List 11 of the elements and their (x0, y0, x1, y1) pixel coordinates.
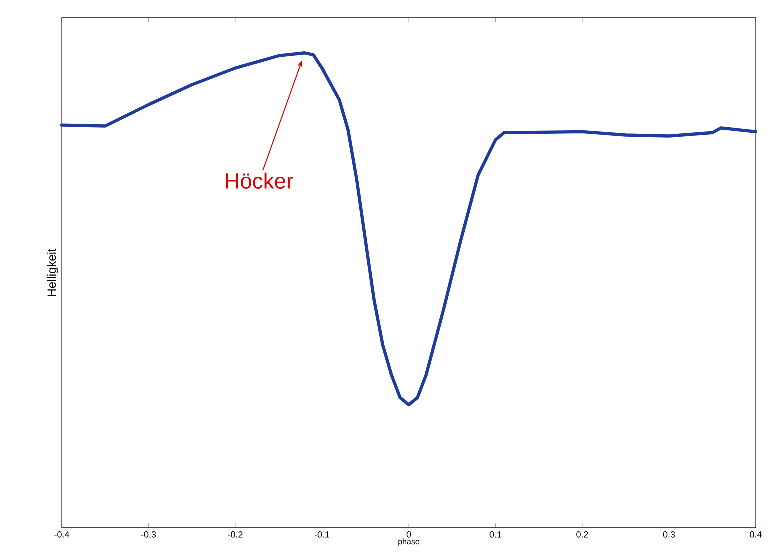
x-tick-label: -0.2 (228, 532, 243, 538)
x-tick-label: -0.1 (314, 532, 330, 538)
annotation: Höcker (226, 172, 294, 189)
y-axis-title: Helligkeit (47, 248, 58, 296)
x-tick-label: -0.4 (54, 532, 70, 538)
x-tick-label: 0.2 (576, 532, 588, 538)
x-tick-label: 0 (406, 532, 412, 538)
x-tick-label: 0.1 (490, 532, 502, 538)
x-tick-label: 0.3 (663, 532, 676, 538)
x-tick-label: -0.3 (141, 532, 156, 538)
x-tick-label: 0.4 (750, 532, 762, 538)
